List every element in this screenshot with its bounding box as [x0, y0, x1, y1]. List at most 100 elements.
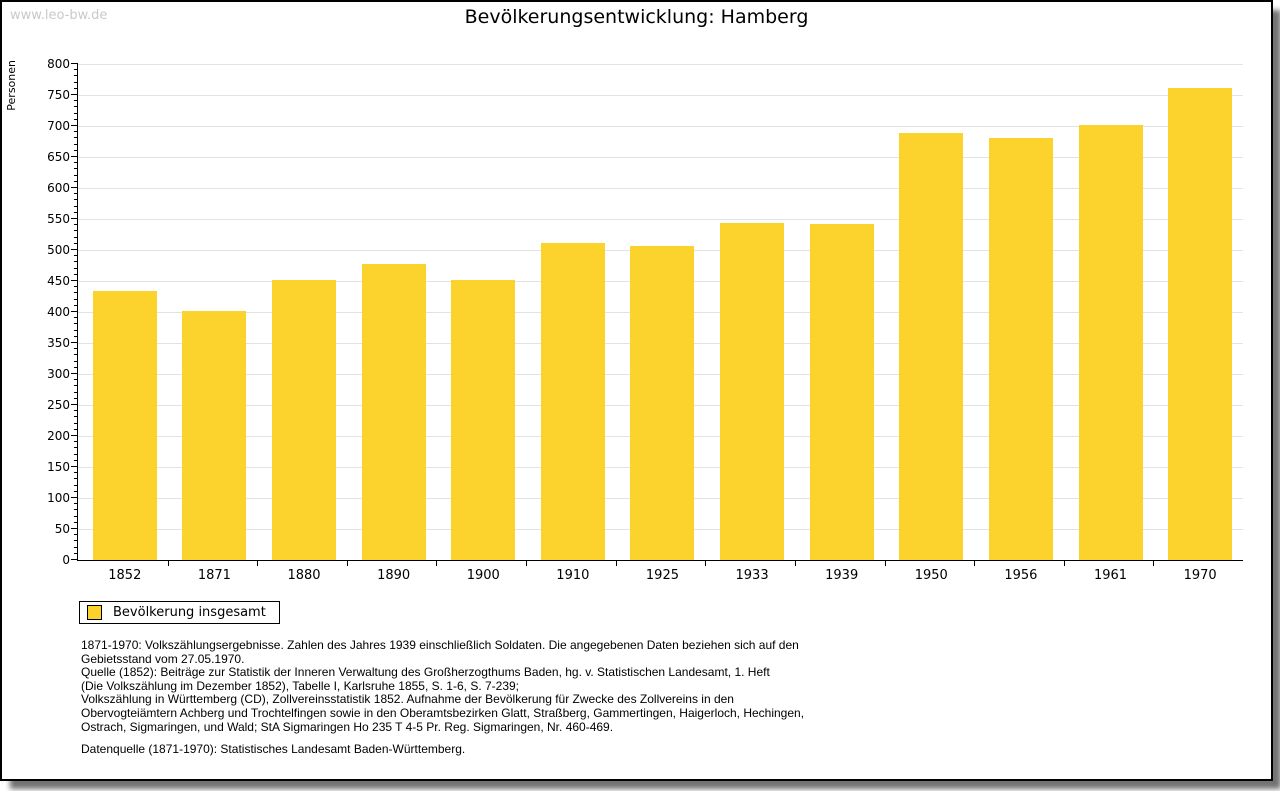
bar-1939 [809, 224, 874, 560]
y-minor-tick [74, 118, 78, 120]
gridline [78, 219, 1243, 220]
bar-slot [797, 224, 887, 560]
y-minor-tick [74, 428, 78, 430]
y-major-tick [71, 125, 78, 126]
y-major-tick [71, 63, 78, 64]
y-minor-tick [74, 199, 78, 201]
footnote-text: 1871-1970: Volkszählungsergebnisse. Zahl… [81, 638, 804, 734]
y-minor-tick [74, 447, 78, 449]
bar-1890 [361, 264, 426, 560]
y-minor-tick [74, 286, 78, 288]
bar-slot [618, 246, 708, 560]
y-tick-label: 100 [47, 491, 70, 505]
x-tick-label: 1933 [735, 568, 769, 583]
y-minor-tick [74, 379, 78, 381]
gridline [78, 126, 1243, 127]
x-boundary-tick [526, 560, 528, 566]
y-minor-tick [74, 69, 78, 71]
x-boundary-tick [884, 560, 886, 566]
y-minor-tick [74, 441, 78, 443]
y-minor-tick [74, 242, 78, 244]
y-minor-tick [74, 348, 78, 350]
x-boundary-tick [257, 560, 259, 566]
y-minor-tick [74, 385, 78, 387]
bar-slot [528, 243, 618, 560]
gridline [78, 188, 1243, 189]
y-minor-tick [74, 416, 78, 418]
bar-1880 [272, 280, 337, 560]
y-tick-label: 550 [47, 212, 70, 226]
bar-1925 [630, 246, 695, 560]
y-minor-tick [74, 298, 78, 300]
x-boundary-tick [794, 560, 796, 566]
y-minor-tick [74, 317, 78, 319]
y-minor-tick [74, 236, 78, 238]
y-minor-tick [74, 131, 78, 133]
y-minor-tick [74, 224, 78, 226]
x-tick-label: 1970 [1183, 568, 1217, 583]
x-tick-label: 1900 [466, 568, 500, 583]
y-minor-tick [74, 410, 78, 412]
y-major-tick [71, 280, 78, 281]
y-minor-tick [74, 453, 78, 455]
y-minor-tick [74, 211, 78, 213]
y-minor-tick [74, 484, 78, 486]
y-major-tick [71, 466, 78, 467]
bar-1852 [92, 291, 157, 560]
bar-slot [438, 280, 528, 560]
y-major-tick [71, 373, 78, 374]
y-minor-tick [74, 552, 78, 554]
y-major-tick [71, 528, 78, 529]
y-minor-tick [74, 255, 78, 257]
y-axis-title: Personen [5, 60, 18, 111]
x-boundary-tick [167, 560, 169, 566]
x-boundary-tick [705, 560, 707, 566]
bar-1956 [988, 138, 1053, 560]
footnote-line: (Die Volkszählung im Dezember 1852), Tab… [81, 678, 520, 693]
gridline [78, 157, 1243, 158]
x-boundary-tick [346, 560, 348, 566]
bar-slot [707, 223, 797, 560]
y-minor-tick [74, 397, 78, 399]
footnote-line: 1871-1970: Volkszählungsergebnisse. Zahl… [81, 638, 799, 652]
x-boundary-tick [974, 560, 976, 566]
y-tick-label: 450 [47, 274, 70, 288]
y-minor-tick [74, 366, 78, 368]
x-tick-label: 1910 [556, 568, 590, 583]
bar-slot [170, 311, 260, 560]
y-minor-tick [74, 168, 78, 170]
y-tick-label: 200 [47, 429, 70, 443]
y-minor-tick [74, 87, 78, 89]
y-minor-tick [74, 273, 78, 275]
bar-1961 [1078, 125, 1143, 560]
y-major-tick [71, 311, 78, 312]
x-tick-label: 1961 [1093, 568, 1128, 583]
x-tick-label: 1890 [377, 568, 411, 583]
y-minor-tick [74, 292, 78, 294]
legend: Bevölkerung insgesamt [79, 601, 280, 624]
y-minor-tick [74, 100, 78, 102]
bar-1933 [720, 223, 785, 560]
y-minor-tick [74, 521, 78, 523]
gridline [78, 95, 1243, 96]
y-minor-tick [74, 162, 78, 164]
x-boundary-tick [436, 560, 438, 566]
footnote-line: Ostrach, Sigmaringen, und Wald; StA Sigm… [81, 719, 614, 734]
y-minor-tick [74, 81, 78, 83]
y-tick-label: 800 [47, 57, 70, 71]
bar-1970 [1168, 88, 1233, 560]
y-minor-tick [74, 540, 78, 542]
bar-slot [886, 133, 976, 560]
x-tick-label: 1939 [825, 568, 859, 583]
plot-area: 0 50 100 150 200 250 300 350 400 450 500 550 600 650 7… [47, 57, 1243, 583]
y-tick-label: 500 [47, 243, 70, 257]
y-minor-tick [74, 478, 78, 480]
x-boundary-tick [1153, 560, 1155, 566]
bar-1871 [182, 311, 247, 560]
y-major-tick [71, 94, 78, 95]
bar-slot [976, 138, 1066, 560]
x-tick-label: 1880 [287, 568, 321, 583]
y-tick-label: 250 [47, 398, 70, 412]
y-tick-label: 600 [47, 181, 70, 195]
